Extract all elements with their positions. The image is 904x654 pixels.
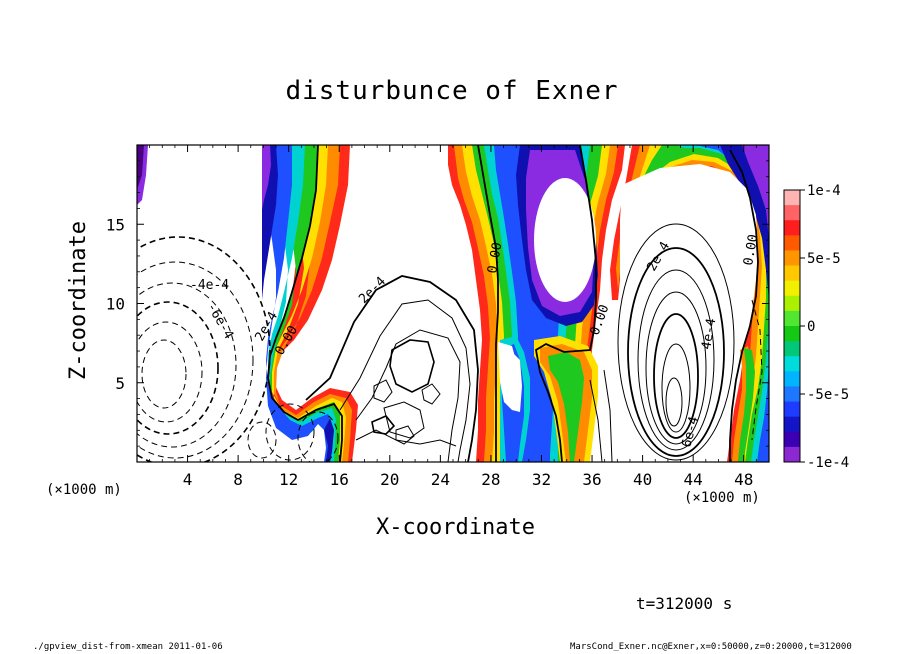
colorbar-tick-label: 1e-4 <box>807 183 841 199</box>
y-tick-label: 15 <box>106 215 125 234</box>
x-tick-label: 16 <box>330 470 349 489</box>
y-tick-label: 10 <box>106 295 125 314</box>
x-tick-label: 8 <box>233 470 243 489</box>
contour-label: 0.00 <box>485 241 505 274</box>
x-axis-label: X-coordinate <box>376 515 535 540</box>
colorbar-swatch <box>784 416 800 433</box>
colorbar-swatch <box>784 220 800 236</box>
colorbar-swatch <box>784 250 800 267</box>
colorbar-swatch <box>784 401 800 418</box>
contour-label: -4e-4 <box>190 278 229 293</box>
y-tick-label: 5 <box>115 374 125 393</box>
colorbar-swatch <box>784 280 800 297</box>
colorbar: 1e-4 5e-5 0 -5e-5 -1e-4 <box>783 183 849 471</box>
x-tick-label: 40 <box>633 470 652 489</box>
contour-label: 4e-4 <box>699 317 719 351</box>
footer-command: ./gpview_dist-from-xmean 2011-01-06 <box>33 642 223 652</box>
colorbar-swatch <box>784 431 800 448</box>
footer-source: MarsCond_Exner.nc@Exner,x=0:50000,z=0:20… <box>570 642 852 652</box>
x-tick-label: 24 <box>431 470 450 489</box>
colorbar-swatch <box>784 310 800 327</box>
x-tick-label: 20 <box>380 470 399 489</box>
colorbar-swatch <box>784 446 800 463</box>
y-axis: 5 10 15 <box>106 160 769 447</box>
colorbar-swatch <box>784 341 800 357</box>
colorbar-tick-label: -1e-4 <box>807 455 849 471</box>
contour-label: 0.00 <box>741 233 761 266</box>
colorbar-tick-label: 5e-5 <box>807 251 841 267</box>
colorbar-swatch <box>784 371 800 387</box>
x-tick-label: 4 <box>183 470 193 489</box>
colorbar-swatch <box>784 356 800 372</box>
colorbar-swatch <box>784 205 800 221</box>
y-axis-label: Z-coordinate <box>66 221 91 380</box>
x-axis: 4 8 12 16 20 24 28 32 36 40 44 48 <box>149 145 757 489</box>
colorbar-swatch <box>784 295 800 312</box>
colorbar-swatch <box>784 190 800 206</box>
colorbar-swatch <box>784 386 800 403</box>
colorbar-swatch <box>784 326 800 342</box>
colorbar-tick-label: -5e-5 <box>807 387 849 403</box>
x-unit-label: (×1000 m) <box>684 490 760 506</box>
contour-lines <box>137 145 763 462</box>
z-unit-label: (×1000 m) <box>46 482 122 498</box>
colorbar-tick-label: 0 <box>807 319 815 335</box>
time-label: t=312000 s <box>636 594 733 613</box>
x-tick-label: 44 <box>684 470 703 489</box>
x-tick-label: 28 <box>481 470 500 489</box>
chart-title: disturbunce of Exner <box>285 76 619 106</box>
colorbar-swatch <box>784 265 800 282</box>
x-tick-label: 32 <box>532 470 551 489</box>
x-tick-label: 36 <box>582 470 601 489</box>
heatmap-fill <box>137 145 769 462</box>
x-tick-label: 48 <box>734 470 753 489</box>
x-tick-label: 12 <box>279 470 298 489</box>
colorbar-swatch <box>784 235 800 251</box>
